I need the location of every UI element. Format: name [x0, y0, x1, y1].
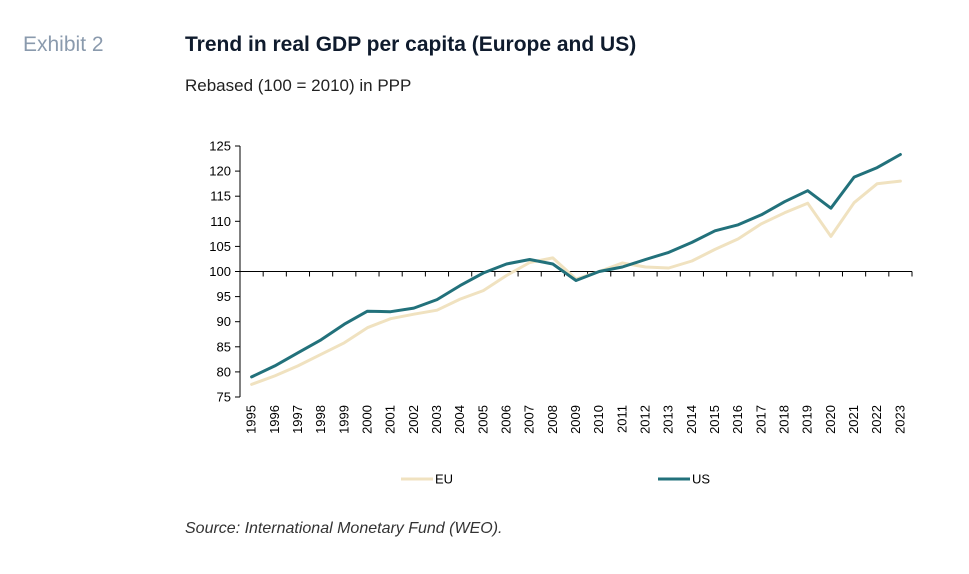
x-tick-label: 1999 [336, 405, 351, 434]
y-tick-label: 100 [209, 264, 231, 279]
series-line-eu [250, 179, 902, 386]
x-tick-label: 2019 [800, 405, 815, 434]
chart-subtitle: Rebased (100 = 2010) in PPP [185, 76, 412, 95]
x-tick-label: 2008 [545, 405, 560, 434]
y-tick-label: 105 [209, 239, 231, 254]
x-tick-label: 2009 [568, 405, 583, 434]
x-tick-label: 2022 [869, 405, 884, 434]
x-tick-label: 2013 [661, 405, 676, 434]
x-tick-label: 2004 [452, 405, 467, 434]
chart-title: Trend in real GDP per capita (Europe and… [185, 33, 637, 56]
x-tick-label: 2015 [707, 405, 722, 434]
x-tick-label: 2007 [522, 405, 537, 434]
series-line-us [250, 153, 902, 379]
y-tick-label: 115 [210, 189, 231, 204]
x-tick-label: 2014 [684, 405, 699, 434]
x-tick-label: 1998 [313, 405, 328, 434]
source-note: Source: International Monetary Fund (WEO… [185, 520, 503, 537]
x-tick-label: 2017 [753, 405, 768, 434]
y-tick-label: 80 [217, 364, 231, 379]
legend-label-us: US [692, 472, 710, 487]
x-tick-label: 2006 [498, 405, 513, 434]
x-tick-label: 2000 [359, 405, 374, 434]
x-tick-label: 2016 [730, 405, 745, 434]
y-tick-label: 125 [209, 139, 231, 154]
x-tick-label: 2010 [591, 405, 606, 434]
x-tick-label: 2001 [383, 405, 398, 434]
x-tick-label: 1996 [267, 405, 282, 434]
x-tick-label: 2023 [892, 405, 907, 434]
y-tick-label: 90 [217, 314, 231, 329]
legend-label-eu: EU [435, 472, 453, 487]
x-tick-label: 2021 [846, 405, 861, 434]
y-tick-label: 85 [217, 339, 231, 354]
x-tick-label: 2002 [406, 405, 421, 434]
x-tick-label: 2011 [614, 405, 629, 433]
x-tick-label: 2005 [475, 405, 490, 434]
y-tick-label: 75 [217, 390, 231, 405]
y-tick-label: 120 [209, 164, 231, 179]
y-tick-label: 110 [210, 214, 231, 229]
x-tick-label: 1995 [244, 405, 259, 434]
x-tick-label: 2012 [638, 405, 653, 434]
x-tick-label: 2003 [429, 405, 444, 434]
x-tick-label: 2018 [777, 405, 792, 434]
x-tick-label: 2020 [823, 405, 838, 434]
y-tick-label: 95 [217, 289, 231, 304]
exhibit-label: Exhibit 2 [23, 33, 104, 56]
x-tick-label: 1997 [290, 405, 305, 434]
